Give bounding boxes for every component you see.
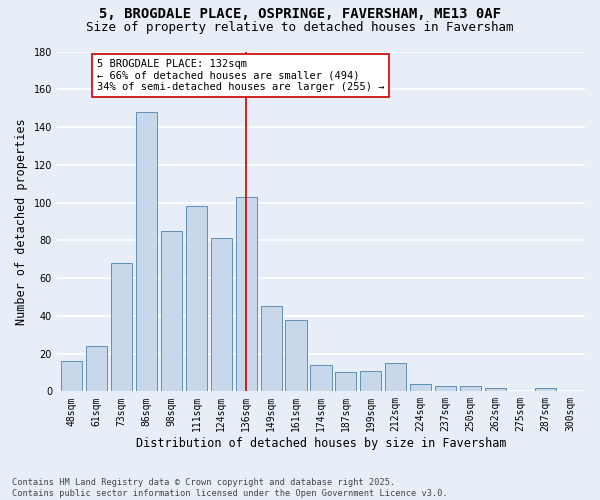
Bar (310, 365, 332, 392)
Bar (410, 384, 431, 392)
Bar (211, 238, 232, 392)
Text: 5, BROGDALE PLACE, OSPRINGE, FAVERSHAM, ME13 0AF: 5, BROGDALE PLACE, OSPRINGE, FAVERSHAM, … (99, 8, 501, 22)
Bar (186, 206, 207, 392)
Bar (86, 346, 107, 392)
Bar (485, 388, 506, 392)
X-axis label: Distribution of detached houses by size in Faversham: Distribution of detached houses by size … (136, 437, 506, 450)
Y-axis label: Number of detached properties: Number of detached properties (15, 118, 28, 324)
Bar (61, 361, 82, 392)
Text: Contains HM Land Registry data © Crown copyright and database right 2025.
Contai: Contains HM Land Registry data © Crown c… (12, 478, 448, 498)
Bar (360, 370, 382, 392)
Bar (535, 388, 556, 392)
Bar (260, 306, 282, 392)
Bar (236, 197, 257, 392)
Bar (460, 386, 481, 392)
Bar (286, 320, 307, 392)
Bar (335, 372, 356, 392)
Bar (385, 363, 406, 392)
Text: Size of property relative to detached houses in Faversham: Size of property relative to detached ho… (86, 21, 514, 34)
Bar (435, 386, 456, 392)
Bar (136, 112, 157, 392)
Bar (111, 263, 132, 392)
Text: 5 BROGDALE PLACE: 132sqm
← 66% of detached houses are smaller (494)
34% of semi-: 5 BROGDALE PLACE: 132sqm ← 66% of detach… (97, 59, 384, 92)
Bar (161, 231, 182, 392)
